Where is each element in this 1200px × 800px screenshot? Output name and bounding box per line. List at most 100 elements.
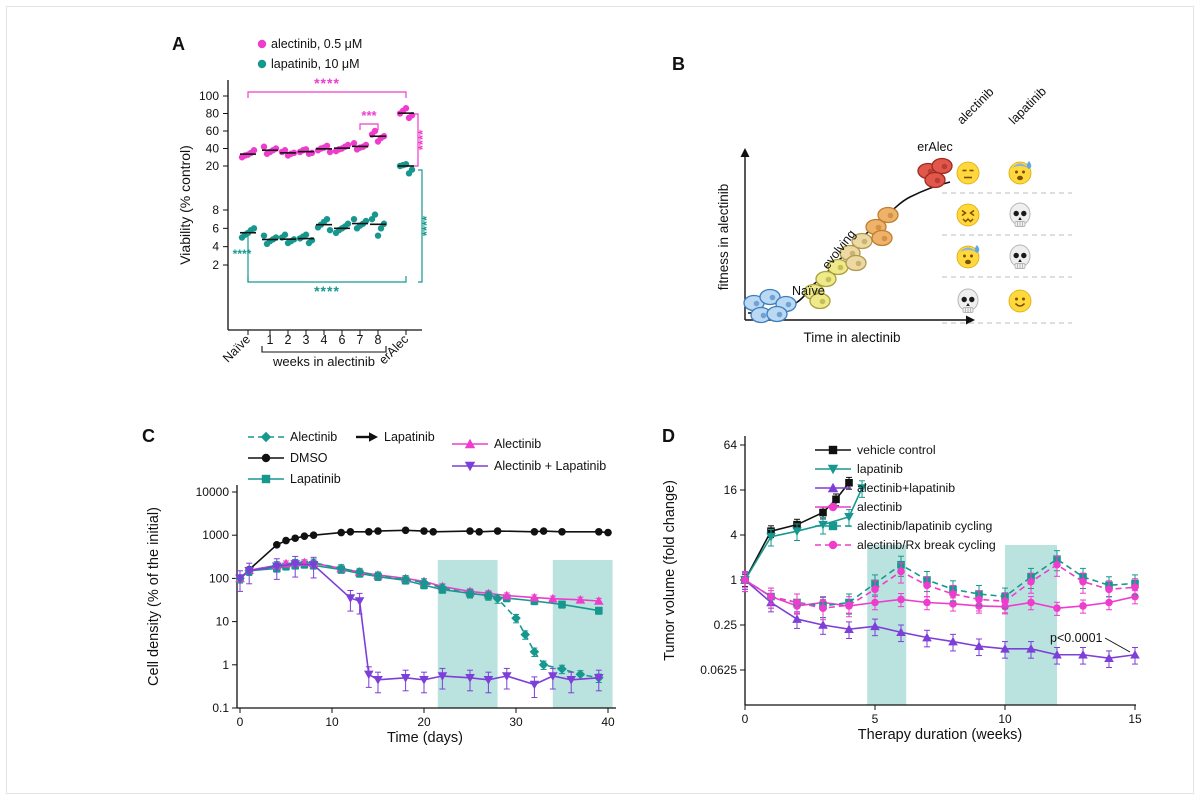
data-point bbox=[290, 560, 300, 569]
data-point bbox=[558, 600, 566, 609]
data-point bbox=[1001, 597, 1009, 606]
cell-blue bbox=[759, 288, 781, 306]
panel-d-label: D bbox=[662, 426, 675, 446]
x-tick-label: 4 bbox=[321, 333, 328, 347]
data-point bbox=[365, 527, 373, 536]
data-point bbox=[529, 592, 540, 602]
x-tick-label: 15 bbox=[1128, 712, 1142, 726]
x-tick-label: Naïve bbox=[220, 332, 253, 365]
y-tick-label: 40 bbox=[206, 142, 220, 156]
data-point bbox=[897, 595, 905, 604]
x-tick-label: 8 bbox=[375, 333, 382, 347]
data-point bbox=[1130, 649, 1140, 659]
legend-label: alectinib/lapatinib cycling bbox=[857, 519, 993, 533]
data-point bbox=[323, 142, 331, 150]
sig-bracket bbox=[418, 169, 423, 283]
data-point bbox=[371, 127, 379, 135]
data-point bbox=[530, 527, 539, 536]
legend-marker-alectinib-lapatinib bbox=[464, 461, 476, 472]
data-point bbox=[766, 532, 776, 542]
cell-blue bbox=[766, 305, 788, 323]
data-point bbox=[922, 632, 932, 642]
data-point bbox=[845, 478, 853, 487]
data-point bbox=[792, 614, 802, 623]
data-point bbox=[364, 670, 374, 680]
data-point bbox=[362, 217, 370, 225]
data-point bbox=[818, 520, 828, 530]
sig-stars: **** bbox=[415, 129, 430, 150]
data-point bbox=[302, 231, 310, 238]
x-axis-label: weeks in alectinib bbox=[272, 354, 375, 369]
x-tick-label: 30 bbox=[509, 715, 523, 729]
data-point bbox=[437, 672, 448, 681]
sig-stars: *** bbox=[361, 108, 377, 123]
legend-label: alectinib bbox=[857, 500, 902, 514]
data-point bbox=[594, 596, 604, 605]
data-point bbox=[871, 585, 879, 594]
data-point bbox=[408, 166, 416, 173]
data-point bbox=[420, 527, 428, 535]
cell-tan bbox=[851, 232, 873, 250]
y-tick-label: 20 bbox=[206, 159, 220, 173]
confounded-face-icon bbox=[956, 203, 980, 227]
eralec-label: erAlec bbox=[917, 140, 952, 154]
data-point bbox=[326, 148, 334, 156]
data-point bbox=[1104, 653, 1114, 662]
legend-marker-alectinib-rx-break-cycling bbox=[828, 540, 838, 550]
data-point bbox=[948, 636, 958, 646]
legend-marker-alectinib-0-5-m bbox=[257, 39, 267, 49]
series-line bbox=[744, 579, 1136, 659]
data-point bbox=[557, 664, 567, 674]
data-point bbox=[538, 660, 549, 670]
data-point bbox=[346, 527, 355, 536]
panel-c-cell-density-plot: 0.1 1 10 100 1000 10000 0 10 20 30 40 Time (days) Ce… bbox=[146, 430, 616, 746]
data-point bbox=[1078, 649, 1088, 659]
data-point bbox=[354, 597, 365, 606]
data-point bbox=[923, 598, 931, 607]
y-tick-label: 0.25 bbox=[714, 618, 738, 632]
series-alectinib-0-5-m bbox=[238, 105, 416, 161]
legend-marker-lapatinib-10-m bbox=[257, 59, 267, 69]
y-tick-label: 1 bbox=[222, 658, 229, 672]
data-point bbox=[1052, 649, 1062, 659]
data-point bbox=[374, 232, 382, 239]
data-point bbox=[566, 675, 576, 685]
cell-orange bbox=[871, 229, 893, 247]
legend-label: vehicle control bbox=[857, 443, 936, 457]
data-point bbox=[475, 527, 484, 536]
data-point bbox=[595, 527, 603, 536]
legend-marker-vehicle-control bbox=[828, 445, 838, 455]
naive-label: Naïve bbox=[792, 284, 825, 298]
legend-label: alectinib, 0.5 μM bbox=[271, 37, 362, 51]
annotation-pointer bbox=[1104, 637, 1131, 653]
x-axis-label: Time in alectinib bbox=[803, 330, 900, 345]
data-point bbox=[792, 527, 802, 536]
data-point bbox=[1053, 560, 1061, 569]
data-point bbox=[483, 590, 494, 601]
column-header-alectinib: alectinib bbox=[954, 85, 996, 127]
data-point bbox=[819, 508, 827, 517]
legend-label: lapatinib, 10 μM bbox=[271, 57, 360, 71]
x-tick-label: 0 bbox=[742, 712, 749, 726]
data-point bbox=[419, 577, 429, 588]
data-point bbox=[377, 225, 385, 232]
data-point bbox=[511, 613, 521, 623]
cell-tan bbox=[845, 254, 867, 272]
legend-label: Lapatinib bbox=[384, 430, 435, 444]
data-point bbox=[282, 536, 290, 545]
cell-yellow bbox=[827, 258, 849, 276]
data-point bbox=[548, 672, 558, 681]
x-tick-label: 6 bbox=[339, 333, 346, 347]
data-point bbox=[558, 527, 566, 536]
data-point bbox=[539, 527, 548, 535]
series-alectinib-lapatinib bbox=[235, 555, 604, 699]
cell-red bbox=[931, 157, 953, 175]
data-point bbox=[373, 570, 383, 581]
data-point bbox=[594, 674, 604, 683]
sig-stars: **** bbox=[314, 283, 340, 299]
data-point bbox=[326, 226, 334, 234]
y-axis-label: Tumor volume (fold change) bbox=[662, 480, 678, 661]
data-point bbox=[1105, 585, 1113, 594]
cell-yellow bbox=[815, 270, 837, 288]
data-point bbox=[575, 669, 586, 680]
